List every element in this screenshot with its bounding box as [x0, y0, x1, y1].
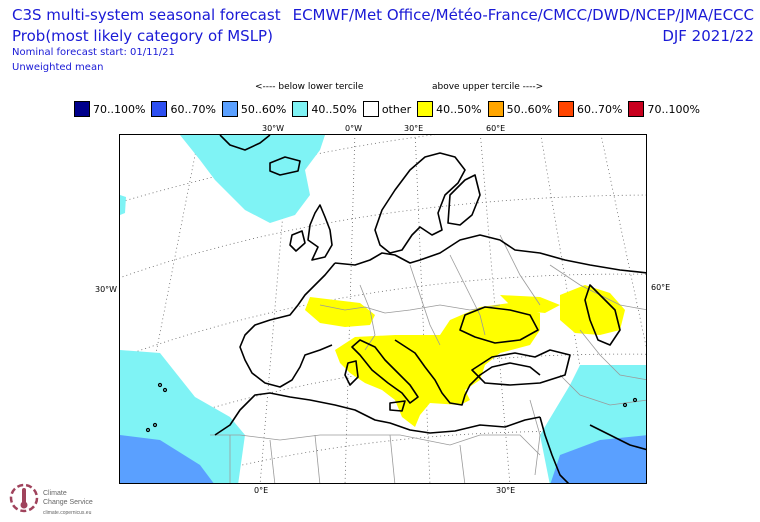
logo-svg: Climate Change Service climate.copernicu… [9, 483, 93, 516]
logo-text-1: Climate [43, 490, 67, 497]
field-yellow-west-europe [305, 297, 375, 327]
field-cyan-north-atlantic [180, 135, 325, 223]
legend-label: 50..60% [506, 102, 553, 116]
coast-britain [307, 204, 333, 261]
centres: ECMWF/Met Office/Météo-France/CMCC/DWD/N… [292, 6, 754, 24]
legend-swatch [628, 101, 645, 117]
field-yellow-mid [500, 295, 560, 313]
legend-item: 60..70% [558, 101, 622, 117]
legend-item: 50..60% [487, 101, 553, 117]
legend-item: 60..70% [151, 101, 216, 117]
season: DJF 2021/22 [662, 27, 754, 45]
legend-below-heading: <---- below lower tercile [255, 82, 364, 92]
legend-label: 60..70% [577, 102, 623, 116]
logo-text-2: Change Service [43, 499, 93, 506]
coastlines [214, 135, 646, 483]
title-line-2: Prob(most likely category of MSLP) [12, 27, 273, 45]
island [157, 382, 163, 388]
coast-balkans-greece [394, 339, 541, 406]
legend-label: 40..50% [311, 102, 357, 116]
axis-label-top-30w: 30°W [262, 124, 285, 133]
legend-label: other [381, 102, 412, 116]
legend-label: 70..100% [93, 102, 146, 116]
map-svg [120, 135, 646, 483]
field-blue-south-atlantic [120, 435, 214, 483]
map-panel [119, 134, 647, 484]
legend-label: 50..60% [240, 102, 287, 116]
legend-swatch [74, 101, 90, 117]
coast-black-sea [459, 306, 539, 344]
legend-item: other [362, 101, 412, 117]
legend-swatch [558, 101, 575, 117]
coast-caspian [584, 284, 621, 346]
logo-ring [9, 483, 39, 513]
legend-item: 40..50% [292, 101, 357, 117]
field-yellow-caspian [560, 285, 625, 335]
legend: 70..100% 60..70% 50..60% 40..50% other 4… [74, 101, 706, 117]
probability-fields [120, 135, 646, 483]
coast-france-iberia [239, 262, 336, 388]
island [145, 427, 151, 433]
weighting: Unweighted mean [12, 62, 104, 73]
legend-swatch [292, 101, 309, 117]
axis-label-right-60e: 60°E [651, 283, 671, 292]
legend-item: 40..50% [417, 101, 482, 117]
island [622, 402, 628, 408]
island [632, 397, 638, 403]
legend-label: 60..70% [170, 102, 216, 116]
field-blue-east [550, 435, 646, 483]
coast-iceland [269, 156, 301, 176]
coast-scandinavia [374, 152, 466, 254]
coast-ireland [289, 230, 306, 252]
coast-sicily [389, 400, 406, 412]
title-line-1: C3S multi-system seasonal forecast [12, 6, 281, 24]
legend-swatch [151, 101, 168, 117]
coast-middle-east [539, 416, 570, 483]
coast-sardinia [344, 360, 359, 386]
country-borders [210, 234, 646, 483]
island [152, 422, 158, 428]
field-yellow-central-balkans [335, 303, 540, 427]
axis-label-top-30e: 30°E [404, 124, 424, 133]
axis-label-top-0w: 0°W [345, 124, 362, 133]
coast-finland [447, 174, 481, 226]
logo-bulb [20, 501, 28, 509]
coast-turkey [471, 349, 571, 386]
coast-europe-west [334, 234, 646, 274]
legend-swatch [362, 101, 379, 117]
legend-item: 70..100% [74, 101, 145, 117]
axis-label-top-60e: 60°E [486, 124, 506, 133]
logo-thermometer-icon [22, 488, 26, 504]
legend-label: 70..100% [647, 102, 700, 116]
island [162, 387, 168, 393]
legend-item: 50..60% [221, 101, 287, 117]
legend-above-heading: above upper tercile ----> [432, 82, 544, 92]
logo-text-3: climate.copernicus.eu [43, 510, 92, 516]
axis-label-bottom-30e: 30°E [496, 486, 516, 495]
coast-italy [351, 339, 419, 404]
coast-gulf [589, 424, 646, 451]
legend-swatch [487, 101, 504, 117]
axis-label-left-30w: 30°W [95, 285, 118, 294]
legend-swatch [417, 101, 434, 117]
copernicus-logo: Climate Change Service climate.copernicu… [6, 480, 116, 518]
axis-label-bottom-0e: 0°E [254, 486, 269, 495]
legend-swatch [221, 101, 238, 117]
islands [145, 382, 638, 433]
nominal-start: Nominal forecast start: 01/11/21 [12, 47, 175, 58]
field-cyan-small-west [120, 195, 126, 215]
legend-label: 40..50% [436, 102, 482, 116]
coast-greenland [219, 135, 271, 151]
legend-item: 70..100% [628, 101, 700, 117]
coast-north-africa [214, 392, 541, 436]
